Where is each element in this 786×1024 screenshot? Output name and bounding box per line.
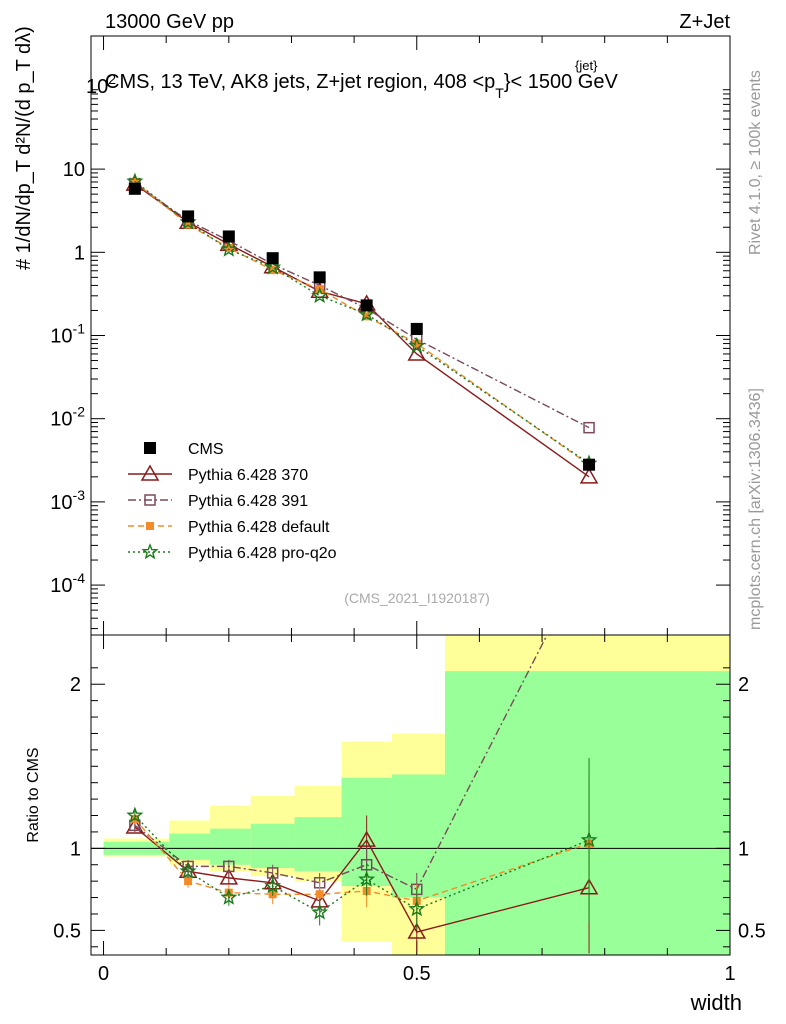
ratio-ylabel-text: Ratio to CMS: [25, 747, 42, 842]
ratio-band-green: [210, 828, 251, 865]
ratio-series-line: [134, 635, 548, 891]
legend-label: CMS: [188, 441, 224, 458]
cms-data-point: [313, 271, 326, 284]
top-series-point: [407, 344, 427, 361]
ratio-frame: [90, 634, 731, 956]
ratio-ytick-label-right: 1: [738, 838, 749, 860]
top-series-point: [224, 243, 233, 252]
top-series-point: [311, 286, 329, 304]
top-series-point: [583, 421, 595, 434]
legend: CMS Pythia 6.428 370 Pythia 6.428 391 Pythi…: [128, 441, 337, 562]
ratio-series-point: [264, 877, 282, 894]
top-ytick-label: 10-1: [50, 321, 85, 348]
side-text-bottom: mcplots.cern.ch [arXiv:1306.3436]: [747, 388, 764, 630]
top-series-point: [220, 240, 238, 257]
plot-title-sub: T: [495, 85, 504, 101]
cms-data-point: [128, 182, 141, 195]
side-text-top: Rivet 4.1.0, ≥ 100k events: [747, 70, 764, 255]
legend-label: Pythia 6.428 default: [188, 519, 330, 536]
ratio-bands: [103, 635, 730, 955]
plot-title-end: }< 1500 GeV: [504, 71, 619, 93]
top-series-line: [134, 180, 590, 464]
cms-data-point: [266, 252, 279, 265]
xtick-label: 1: [724, 963, 735, 985]
ratio-marks: [125, 635, 599, 954]
ratio-series-point: [407, 922, 427, 939]
ratio-ylabel: Ratio to CMS: [25, 747, 42, 842]
top-ylabel: # 1/dN/dp_T d²N/(d p_T dλ): [13, 26, 35, 270]
ratio-band-green: [169, 833, 211, 860]
ratio-series-point: [357, 830, 376, 847]
ratio-series-point: [126, 806, 144, 823]
legend-label: Pythia 6.428 370: [188, 467, 308, 484]
ratio-series-point: [184, 877, 193, 886]
ratio-series-point: [408, 900, 426, 917]
cms-data-point: [410, 322, 423, 335]
plot-title: CMS, 13 TeV, AK8 jets, Z+jet region, 408…: [105, 71, 618, 101]
top-marks: [125, 172, 599, 484]
top-ytick-label: 10-4: [50, 570, 85, 597]
xtick-label: 0: [98, 963, 109, 985]
ratio-series-line: [134, 815, 590, 914]
legend-marker: [144, 494, 156, 506]
top-series-point: [358, 305, 376, 322]
top-series-point: [362, 312, 371, 321]
ratio-ytick-label-right: 2: [738, 674, 749, 696]
top-series-point: [264, 258, 282, 275]
xtick-label: 0.5: [403, 963, 431, 985]
ratio-series-point: [223, 860, 235, 873]
x-axis-label: width: [690, 990, 742, 1015]
side-text-bottom-label: mcplots.cern.ch [arXiv:1306.3436]: [747, 388, 764, 630]
legend-label: Pythia 6.428 391: [188, 493, 308, 510]
plot-title-main: CMS, 13 TeV, AK8 jets, Z+jet region, 408…: [105, 71, 495, 93]
top-series-point: [408, 336, 426, 354]
top-ylabel-text: # 1/dN/dp_T d²N/(d p_T dλ): [13, 26, 35, 270]
ratio-ytick-label: 1: [70, 838, 81, 860]
legend-marker: [144, 442, 156, 454]
cms-data-point: [360, 299, 373, 312]
ratio-band-green: [294, 817, 342, 872]
ratio-series-point: [311, 903, 329, 920]
top-ytick-label: 10-3: [50, 487, 85, 514]
ratio-series-line: [134, 818, 590, 902]
cms-data-point: [583, 458, 596, 471]
top-series-point: [412, 339, 421, 348]
header-left: 13000 GeV pp: [105, 11, 234, 33]
legend-marker: [146, 522, 154, 530]
ratio-band-green: [444, 671, 730, 955]
cms-data-point: [182, 210, 195, 223]
top-ytick-upper: 102: [86, 71, 116, 98]
ratio-ytick-label-right: 0.5: [738, 920, 766, 942]
ratio-series-line: [134, 826, 590, 933]
top-ytick-label: 10-2: [50, 404, 85, 431]
legend-marker: [140, 464, 160, 481]
ratio-series-point: [220, 888, 238, 905]
top-series-line: [134, 181, 590, 466]
legend-marker: [141, 543, 159, 560]
top-ytick-label: 10: [63, 159, 85, 181]
ratio-series-point: [179, 862, 197, 879]
ratio-band-green: [250, 823, 295, 869]
cms-data-point: [222, 230, 235, 243]
top-ytick-label: 1: [74, 242, 85, 264]
analysis-id: (CMS_2021_I1920187): [344, 590, 490, 606]
ratio-series-point: [125, 817, 145, 834]
ratio-series-point: [580, 831, 598, 848]
side-text-top-label: Rivet 4.1.0, ≥ 100k events: [747, 70, 764, 255]
legend-label: Pythia 6.428 pro-q2o: [188, 545, 337, 562]
ratio-band-green: [391, 774, 445, 898]
ratio-ytick-label: 2: [70, 674, 81, 696]
ratio-series-point: [315, 890, 324, 899]
ratio-series-point: [358, 870, 376, 887]
header-right: Z+Jet: [679, 11, 730, 33]
ratio-series-point: [219, 868, 239, 885]
ratio-ytick-label: 0.5: [53, 920, 81, 942]
plot-title-sup: {jet}: [575, 58, 598, 73]
top-series-point: [579, 467, 599, 484]
